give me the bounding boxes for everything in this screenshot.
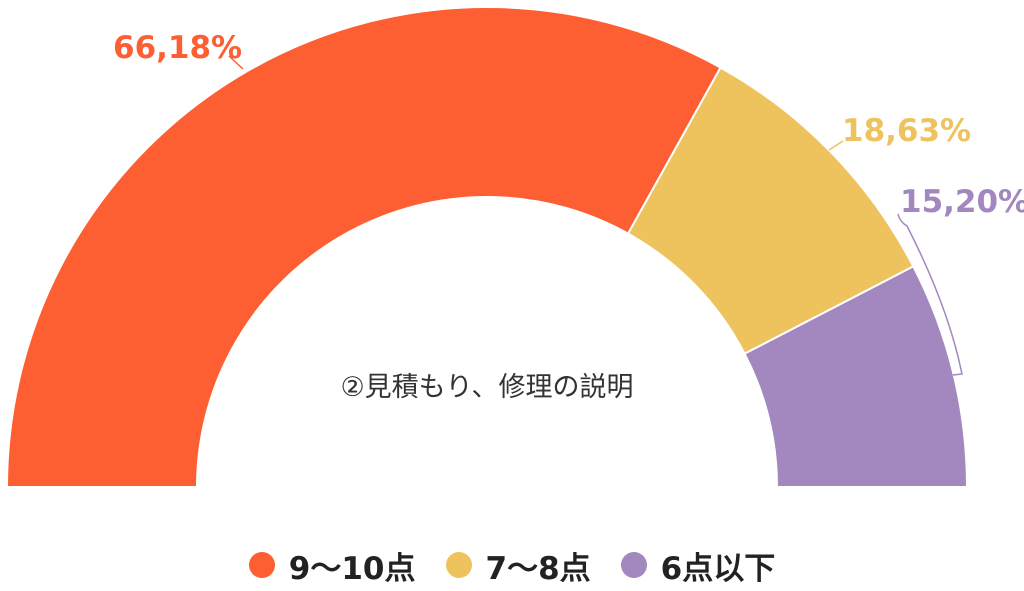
chart-slices [5,6,969,488]
legend-label-0: 9〜10点 [288,550,416,587]
legend-label-1: 7〜8点 [485,550,591,587]
legend-swatch-0 [248,552,275,578]
slice-2[interactable] [743,265,969,488]
data-label-1: 18,63% [842,113,971,149]
chart-title: ②見積もり、修理の説明 [340,372,633,403]
leader-line-0 [228,55,244,70]
chart-leader-lines [228,55,963,376]
slice-0[interactable] [5,6,722,488]
leader-line-1 [828,140,844,151]
chart-legend: 9〜10点 7〜8点 6点以下 [0,543,1024,587]
leader-line-2 [897,213,963,376]
chart-data-labels: 66,18% 18,63% 15,20% [113,30,1024,220]
data-label-0: 66,18% [113,30,242,66]
legend-item-0[interactable]: 9〜10点 [248,543,416,588]
legend-label-2: 6点以下 [660,550,776,587]
data-label-2: 15,20% [900,184,1024,220]
legend-swatch-2 [620,552,647,578]
legend-swatch-1 [445,552,472,578]
legend-item-2[interactable]: 6点以下 [620,543,776,588]
legend-item-1[interactable]: 7〜8点 [445,543,591,588]
